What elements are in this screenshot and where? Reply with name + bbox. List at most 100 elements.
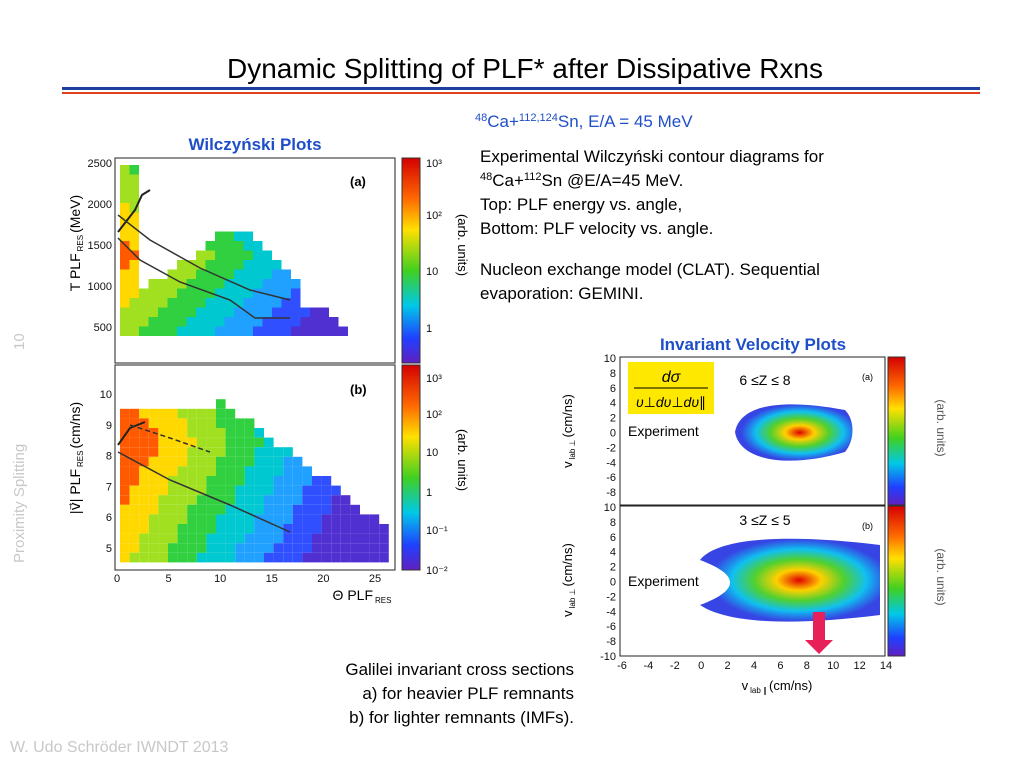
heat-cell <box>253 298 263 308</box>
heat-cell <box>340 543 351 553</box>
heat-cell <box>186 269 196 279</box>
panel-label: (b) <box>862 521 873 531</box>
heat-cell <box>120 466 130 476</box>
x-tick-label: 6 <box>777 660 783 672</box>
heat-cell <box>235 437 245 448</box>
colorbar-label: 10⁻¹ <box>426 525 448 537</box>
heat-cell <box>215 231 225 241</box>
heat-cell <box>243 288 253 298</box>
heat-cell <box>254 428 264 438</box>
heat-cell <box>300 317 310 327</box>
heat-cell <box>205 307 215 317</box>
heat-cell <box>196 279 206 289</box>
heat-cell <box>225 428 236 438</box>
heat-cell <box>205 260 215 270</box>
heat-cell <box>254 552 264 563</box>
heat-cell <box>158 543 168 553</box>
heat-cell <box>168 418 178 428</box>
heat-cell <box>302 552 312 563</box>
heat-cell <box>168 543 178 553</box>
heat-cell <box>244 533 255 544</box>
heat-cell <box>187 504 197 515</box>
heat-cell <box>186 260 196 270</box>
heat-cell <box>291 298 301 308</box>
heat-cell <box>216 456 226 467</box>
heat-cell <box>206 437 216 448</box>
heat-cell <box>129 307 139 317</box>
heat-cell <box>168 495 178 505</box>
heat-cell <box>120 203 130 213</box>
heat-cell <box>120 174 130 184</box>
axis-label: T PLF RES (MeV) <box>67 195 85 291</box>
heat-cell <box>168 514 178 524</box>
x-tick-label: -4 <box>644 660 654 672</box>
heat-cell <box>244 543 255 553</box>
heat-cell <box>129 193 139 203</box>
heat-cell <box>205 269 215 279</box>
y-tick-label: 10 <box>604 353 616 365</box>
heat-cell <box>177 288 187 298</box>
heat-cell <box>338 326 348 336</box>
heat-cell <box>177 326 187 336</box>
x-tick-label: 15 <box>266 573 278 585</box>
heat-cell <box>158 447 168 457</box>
heat-cell <box>196 269 206 279</box>
heat-cell <box>205 326 215 336</box>
heat-cell <box>206 514 216 524</box>
heat-cell <box>158 408 168 419</box>
heat-cell <box>291 288 301 298</box>
heat-cell <box>205 298 215 308</box>
heat-cell <box>264 485 274 496</box>
colorbar <box>887 356 906 506</box>
text-line: evaporation: GEMINI. <box>480 284 643 303</box>
heat-cell <box>319 326 329 336</box>
heat-cell <box>139 317 149 327</box>
colorbar-label: 10 <box>426 266 438 278</box>
text: |v⃗| PLF <box>67 469 83 514</box>
y-tick-label: 2000 <box>88 199 112 211</box>
heat-cell <box>262 279 272 289</box>
panel-label: (a) <box>350 174 366 189</box>
heat-cell <box>225 447 236 457</box>
heat-cell <box>177 269 187 279</box>
heat-cell <box>206 408 216 419</box>
heat-cell <box>292 495 303 505</box>
heat-cell <box>196 317 206 327</box>
heat-cell <box>148 533 159 544</box>
heat-cell <box>264 447 274 457</box>
colorbar-label: 1 <box>426 487 432 499</box>
heat-cell <box>283 495 293 505</box>
heat-cell <box>331 552 341 563</box>
colorbar-label: 10 <box>426 447 438 459</box>
heat-cell <box>206 447 216 457</box>
heat-cell <box>177 260 187 270</box>
heat-cell <box>129 543 140 553</box>
heat-cell <box>244 504 255 515</box>
heat-cell <box>177 495 188 505</box>
heat-cell <box>350 552 360 563</box>
heat-cell <box>158 533 168 544</box>
heat-cell <box>120 288 130 298</box>
heat-cell <box>158 476 168 486</box>
heat-cell <box>254 495 264 505</box>
heat-cell <box>262 307 272 317</box>
y-tick-label: -2 <box>606 442 616 454</box>
heat-cell <box>254 543 264 553</box>
heat-cell <box>331 504 341 515</box>
heat-cell <box>216 514 226 524</box>
heat-cell <box>120 428 130 438</box>
heat-cell <box>139 466 149 476</box>
heat-cell <box>168 428 178 438</box>
heat-cell <box>234 279 244 289</box>
heat-cell <box>129 485 140 496</box>
heat-cell <box>291 326 301 336</box>
heat-cell <box>177 543 188 553</box>
y-tick-label: 2 <box>610 413 616 425</box>
subscript: lab ⊥ <box>568 588 577 608</box>
y-tick-label: -2 <box>606 591 616 603</box>
range-label: 6 ≤Z ≤ 8 <box>739 372 790 388</box>
heat-cell <box>243 231 253 241</box>
heat-cell <box>264 533 274 544</box>
heat-cell <box>235 524 245 534</box>
heat-cell <box>120 456 130 467</box>
